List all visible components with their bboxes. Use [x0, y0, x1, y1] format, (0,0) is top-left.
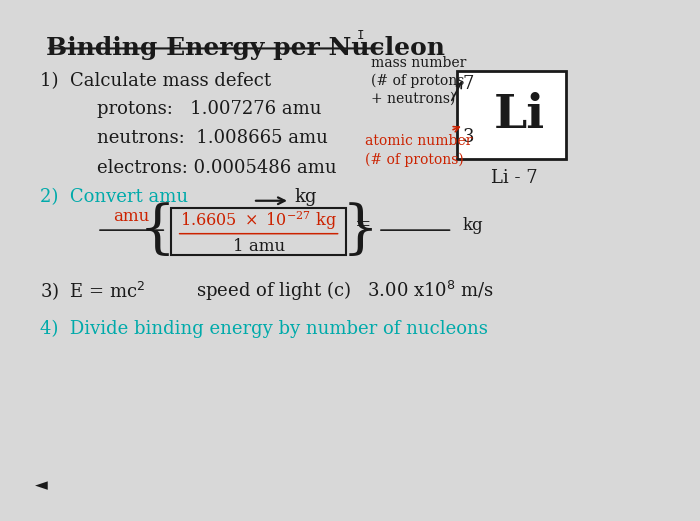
Text: Binding Energy per Nucleon: Binding Energy per Nucleon [46, 36, 445, 60]
Text: 1 amu: 1 amu [232, 238, 285, 255]
Text: speed of light (c)   3.00 x10$^{8}$ m/s: speed of light (c) 3.00 x10$^{8}$ m/s [196, 279, 494, 303]
Text: =: = [356, 216, 372, 234]
Text: kg: kg [295, 188, 317, 206]
Text: Li: Li [494, 92, 545, 138]
Text: electrons: 0.0005486 amu: electrons: 0.0005486 amu [97, 158, 337, 177]
Text: mass number
(# of protons
+ neutrons): mass number (# of protons + neutrons) [372, 56, 467, 106]
Text: I: I [356, 29, 364, 42]
Text: Li - 7: Li - 7 [491, 169, 538, 188]
Text: 2)  Convert amu: 2) Convert amu [40, 188, 188, 206]
Text: 1)  Calculate mass defect: 1) Calculate mass defect [40, 72, 271, 90]
Text: 3: 3 [462, 128, 474, 146]
Text: }: } [342, 203, 379, 259]
Text: 7: 7 [462, 75, 474, 93]
Text: atomic number
(# of protons): atomic number (# of protons) [365, 134, 472, 167]
Text: ◄: ◄ [34, 477, 48, 494]
Text: kg: kg [462, 217, 483, 234]
Text: $\mathregular{1.6605\ \times\ 10^{-27}\ kg}$: $\mathregular{1.6605\ \times\ 10^{-27}\ … [180, 210, 337, 232]
Text: 3)  E = mc$^{2}$: 3) E = mc$^{2}$ [40, 279, 146, 302]
Text: neutrons:  1.008665 amu: neutrons: 1.008665 amu [97, 129, 328, 147]
Text: amu: amu [113, 208, 149, 225]
Text: {: { [139, 203, 176, 259]
Text: protons:   1.007276 amu: protons: 1.007276 amu [97, 100, 321, 118]
FancyBboxPatch shape [457, 71, 566, 158]
Text: 4)  Divide binding energy by number of nucleons: 4) Divide binding energy by number of nu… [40, 319, 488, 338]
